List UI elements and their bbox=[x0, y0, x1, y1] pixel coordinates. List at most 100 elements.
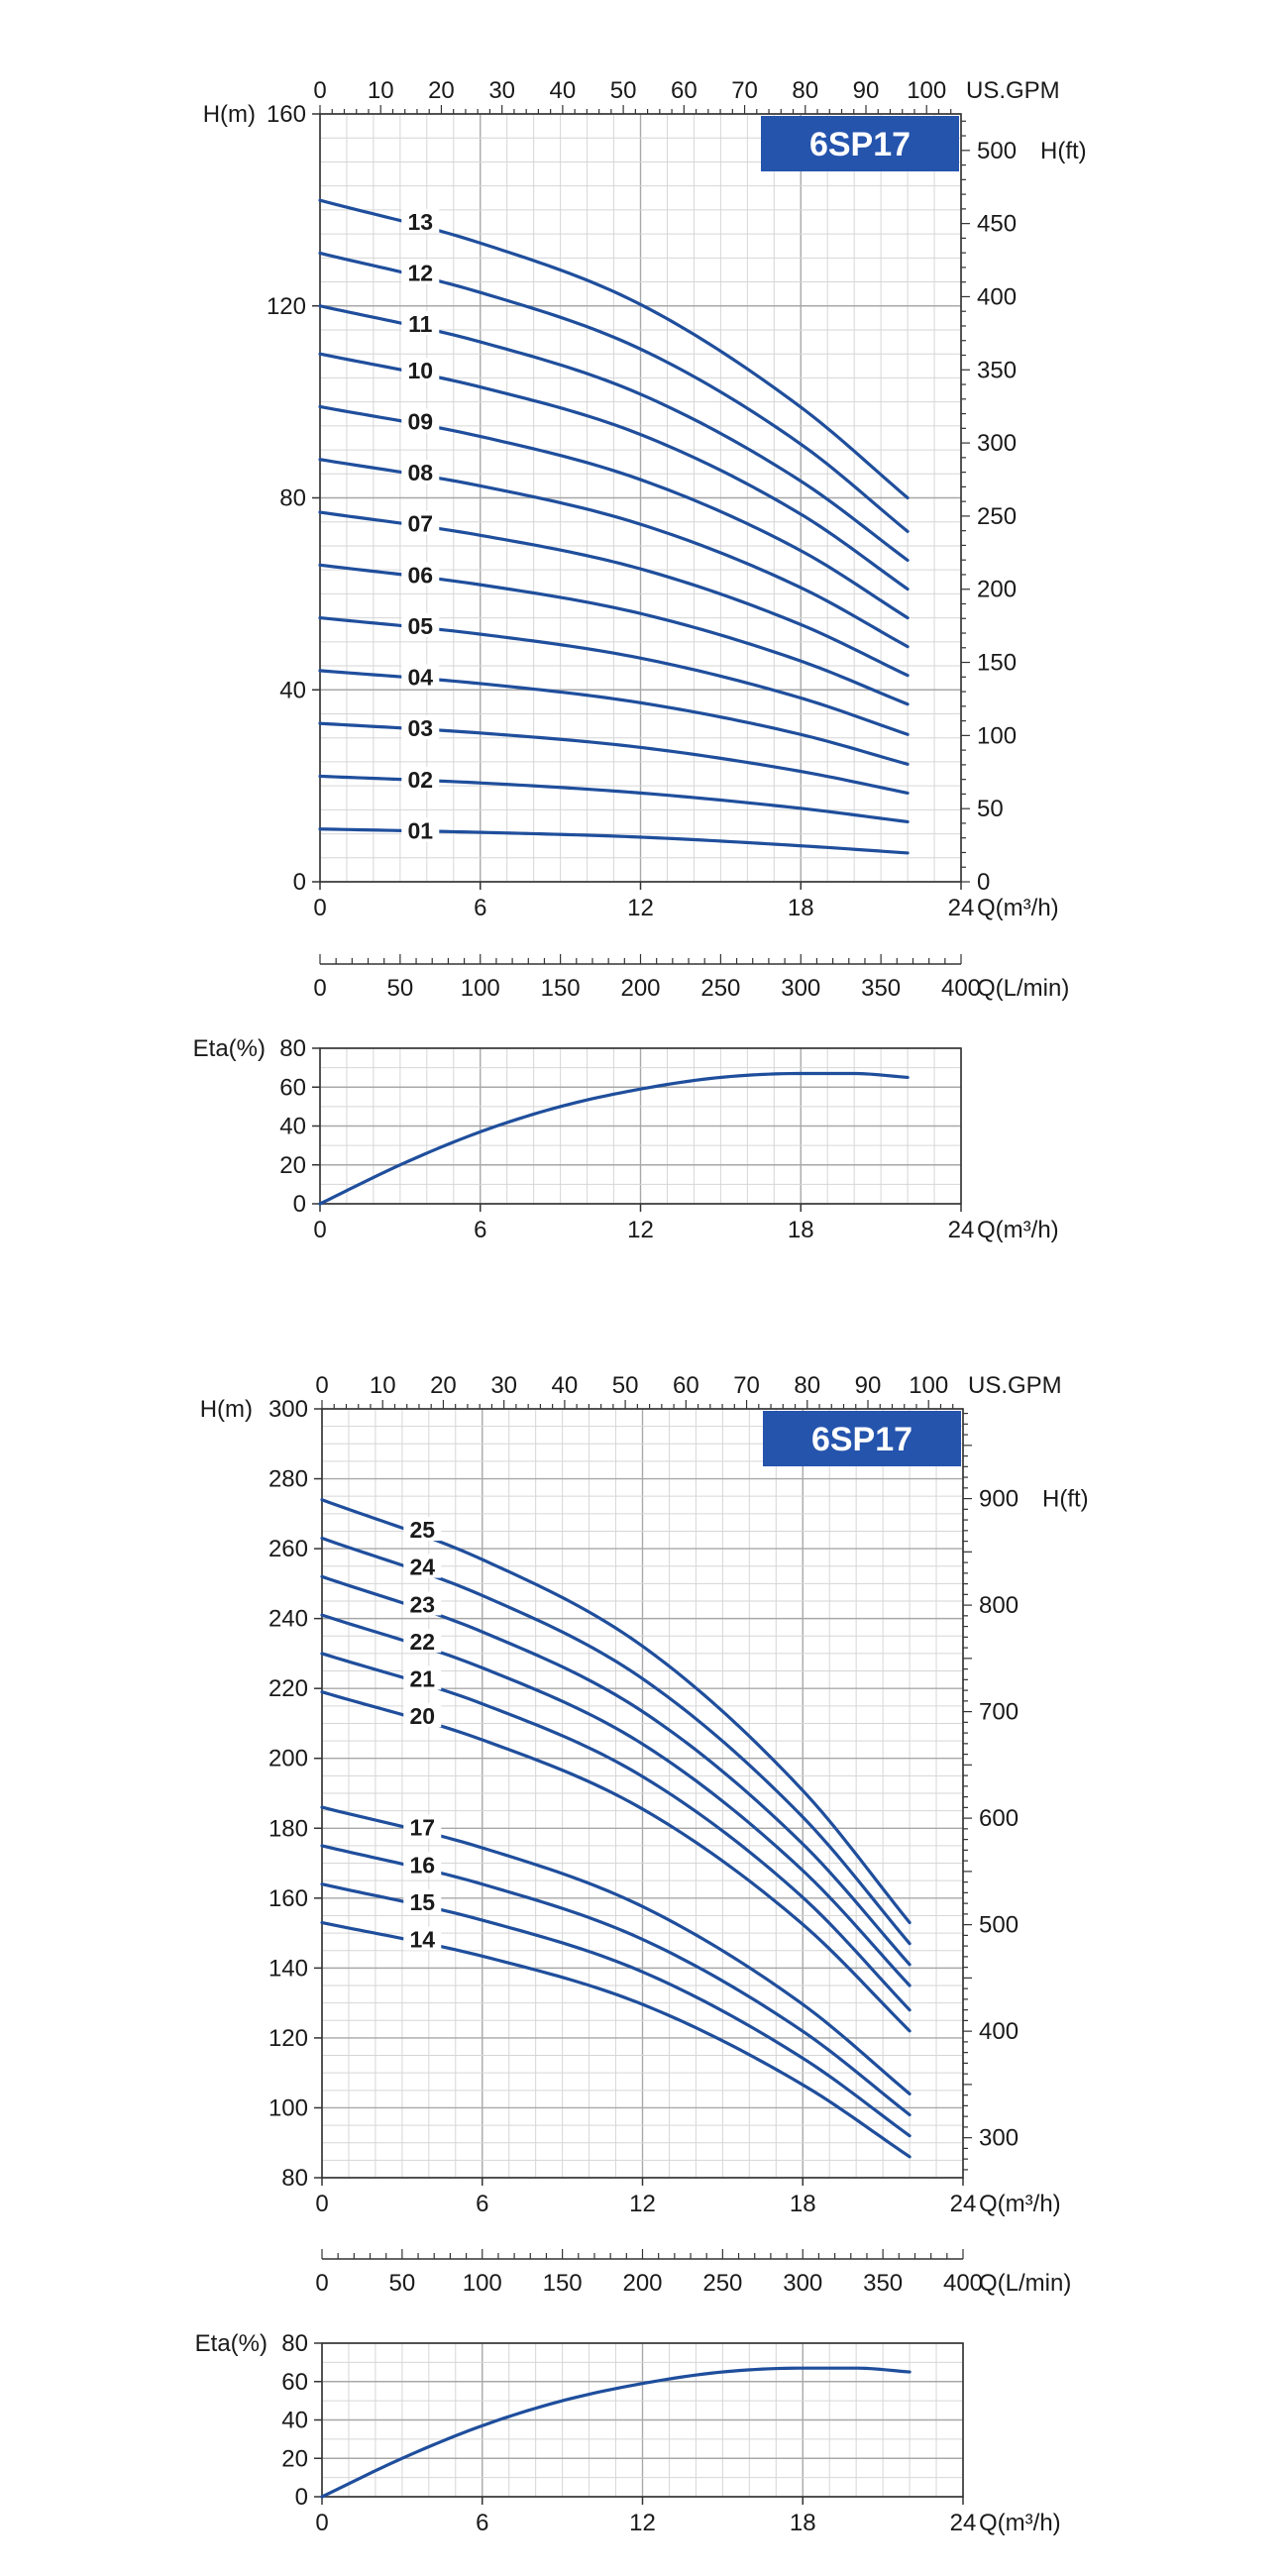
ft-tick-label: 500 bbox=[977, 138, 1017, 164]
ft-tick-label: 900 bbox=[979, 1486, 1019, 1513]
model-badge bbox=[763, 1411, 961, 1466]
curve-label-bg bbox=[401, 612, 440, 637]
curve-label-bg bbox=[401, 460, 440, 484]
curve-label-bg bbox=[403, 1628, 442, 1653]
gpm-tick-label: 10 bbox=[370, 1372, 396, 1399]
curve-label-bg bbox=[403, 1665, 442, 1690]
x-tick-label: 18 bbox=[788, 895, 814, 921]
eta-y-tick-label: 40 bbox=[281, 2408, 308, 2434]
eta-x-tick-label: 6 bbox=[474, 1217, 486, 1243]
curve-label-bg bbox=[401, 208, 440, 233]
eta-x-tick-label: 24 bbox=[948, 1217, 975, 1243]
x-axis-label: Q(m³/h) bbox=[979, 2191, 1061, 2217]
ft-tick-label: 400 bbox=[979, 2018, 1019, 2045]
eta-x-tick-label: 18 bbox=[790, 2510, 816, 2536]
y-tick-label: 240 bbox=[268, 1606, 308, 1633]
ft-tick-label: 400 bbox=[977, 283, 1017, 310]
x-tick-label: 0 bbox=[313, 895, 326, 921]
curve-label-bg bbox=[403, 1889, 442, 1914]
gpm-tick-label: 10 bbox=[368, 77, 394, 104]
ft-tick-label: 300 bbox=[979, 2125, 1019, 2152]
eta-x-tick-label: 24 bbox=[950, 2510, 977, 2536]
ft-tick-label: 450 bbox=[977, 211, 1017, 238]
y-tick-label: 180 bbox=[268, 1815, 308, 1842]
curve-label-14: 14 bbox=[409, 1927, 435, 1953]
eta-y-tick-label: 60 bbox=[281, 2369, 308, 2396]
curve-label-24: 24 bbox=[409, 1555, 435, 1580]
ft-tick-label: 0 bbox=[977, 869, 990, 896]
gpm-tick-label: 100 bbox=[909, 1372, 948, 1399]
curve-label-13: 13 bbox=[407, 209, 433, 235]
curve-label-bg bbox=[401, 766, 440, 791]
lmin-tick-label: 350 bbox=[861, 975, 901, 1002]
y-tick-label: 200 bbox=[268, 1746, 308, 1772]
eta-x-tick-label: 0 bbox=[315, 2510, 328, 2536]
gpm-tick-label: 30 bbox=[490, 1372, 517, 1399]
gpm-tick-label: 0 bbox=[315, 1372, 328, 1399]
y-tick-label: 100 bbox=[268, 2094, 308, 2121]
eta-x-tick-label: 18 bbox=[788, 1217, 814, 1243]
lmin-tick-label: 400 bbox=[943, 2270, 983, 2297]
curve-label-02: 02 bbox=[407, 767, 433, 793]
eta-axis-label: Eta(%) bbox=[195, 2330, 268, 2357]
ft-tick-label: 350 bbox=[977, 357, 1017, 383]
curve-label-11: 11 bbox=[408, 311, 433, 337]
y-tick-label: 120 bbox=[268, 2025, 308, 2052]
eta-y-tick-label: 80 bbox=[279, 1035, 306, 1062]
curve-label-07: 07 bbox=[407, 511, 433, 537]
gpm-tick-label: 90 bbox=[853, 77, 880, 104]
gpm-tick-label: 30 bbox=[488, 77, 515, 104]
y-tick-label: 120 bbox=[267, 293, 306, 320]
ft-tick-label: 300 bbox=[977, 430, 1017, 457]
curve-label-01: 01 bbox=[407, 817, 433, 843]
gpm-axis-label: US.GPM bbox=[966, 77, 1060, 104]
y-tick-label: 160 bbox=[267, 101, 306, 128]
x-tick-label: 6 bbox=[474, 895, 486, 921]
y-tick-label: 220 bbox=[268, 1675, 308, 1702]
eta-y-tick-label: 20 bbox=[281, 2445, 308, 2472]
curve-label-05: 05 bbox=[407, 613, 433, 639]
ft-tick-label: 250 bbox=[977, 503, 1017, 530]
gpm-tick-label: 70 bbox=[733, 1372, 760, 1399]
lmin-tick-label: 0 bbox=[313, 975, 326, 1002]
gpm-tick-label: 60 bbox=[671, 77, 698, 104]
eta-x-tick-label: 6 bbox=[476, 2510, 488, 2536]
curve-label-25: 25 bbox=[409, 1517, 435, 1543]
y-tick-label: 160 bbox=[268, 1885, 308, 1912]
gpm-tick-label: 20 bbox=[428, 77, 455, 104]
lmin-tick-label: 300 bbox=[783, 2270, 822, 2297]
lmin-axis-label: Q(L/min) bbox=[977, 975, 1069, 1002]
x-tick-label: 12 bbox=[627, 895, 654, 921]
y-axis-label: H(m) bbox=[203, 101, 256, 128]
lmin-tick-label: 250 bbox=[700, 975, 740, 1002]
curve-label-20: 20 bbox=[409, 1703, 435, 1729]
eta-axis-label: Eta(%) bbox=[193, 1035, 266, 1062]
lmin-tick-label: 100 bbox=[461, 975, 500, 1002]
gpm-tick-label: 80 bbox=[792, 77, 818, 104]
x-tick-label: 12 bbox=[629, 2191, 656, 2217]
y-tick-label: 140 bbox=[268, 1955, 308, 1982]
curve-label-bg bbox=[403, 1926, 442, 1951]
lmin-tick-label: 300 bbox=[781, 975, 820, 1002]
y-tick-label: 40 bbox=[279, 677, 306, 703]
x-tick-label: 0 bbox=[315, 2191, 328, 2217]
curve-label-12: 12 bbox=[407, 260, 433, 285]
eta-x-axis-label: Q(m³/h) bbox=[977, 1217, 1059, 1243]
eta-y-tick-label: 0 bbox=[295, 2484, 308, 2511]
y-tick-label: 0 bbox=[293, 869, 306, 896]
x-tick-label: 24 bbox=[950, 2191, 977, 2217]
y-axis-label: H(m) bbox=[200, 1396, 253, 1423]
curve-label-bg bbox=[401, 260, 440, 284]
curve-label-bg bbox=[401, 664, 440, 689]
pump-curve-chart-lower: 80100120140160180200220240260280300H(m)0… bbox=[195, 1372, 1089, 2536]
gpm-tick-label: 20 bbox=[430, 1372, 457, 1399]
curve-label-09: 09 bbox=[407, 409, 433, 435]
lmin-tick-label: 0 bbox=[315, 2270, 328, 2297]
curve-label-06: 06 bbox=[407, 562, 433, 588]
eta-y-tick-label: 80 bbox=[281, 2330, 308, 2357]
lmin-tick-label: 250 bbox=[702, 2270, 742, 2297]
lmin-tick-label: 100 bbox=[463, 2270, 502, 2297]
gpm-tick-label: 40 bbox=[550, 77, 577, 104]
y-tick-label: 280 bbox=[268, 1466, 308, 1493]
